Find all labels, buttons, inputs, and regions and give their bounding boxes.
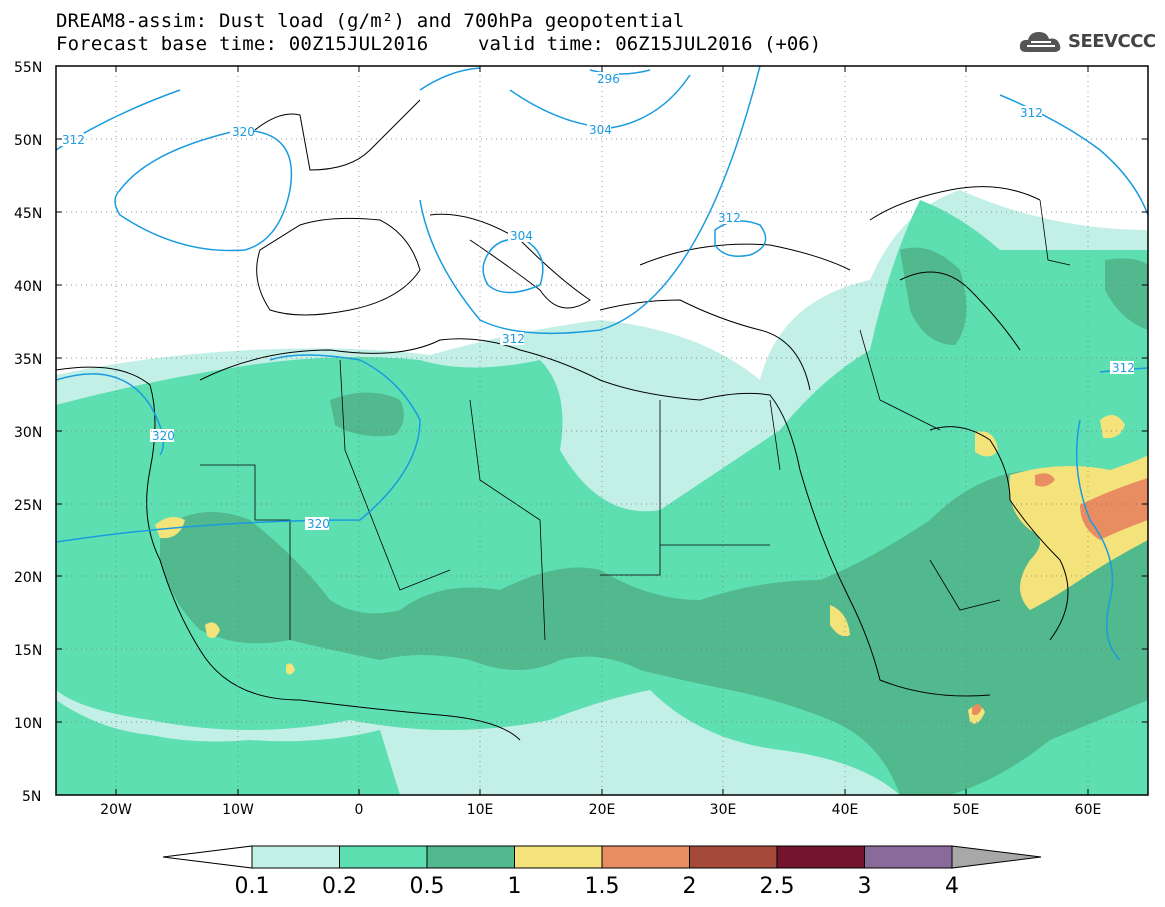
colorbar-cell (251, 845, 340, 869)
contour-label: 320 (152, 429, 175, 443)
seevccc-logo: SEEVCCC (1018, 28, 1156, 54)
contour-label: 296 (597, 72, 620, 86)
colorbar: 0.1 0.2 0.5 1 1.5 2 2.5 3 4 (162, 845, 1042, 899)
lon-label: 40E (832, 802, 859, 818)
lat-label: 40N (14, 279, 42, 295)
lat-label: 15N (14, 643, 42, 659)
contour-label: 304 (589, 123, 612, 137)
lon-label: 50E (953, 802, 980, 818)
lat-label: 45N (14, 206, 42, 222)
valid-time: valid time: 06Z15JUL2016 (+06) (478, 33, 822, 55)
colorbar-tick-label: 1 (508, 874, 522, 899)
lon-label: 20E (589, 802, 616, 818)
contour-label: 312 (1020, 106, 1043, 120)
colorbar-cell (514, 845, 603, 869)
colorbar-tick-label: 4 (945, 874, 959, 899)
contour-label: 304 (510, 229, 533, 243)
colorbar-upper-arrow (951, 845, 1042, 869)
forecast-base-time: Forecast base time: 00Z15JUL2016 (56, 33, 429, 55)
colorbar-cell (339, 845, 428, 869)
lat-label: 5N (22, 789, 41, 805)
latitude-labels: 55N 50N 45N 40N 35N 30N 25N 20N 15N 10N … (14, 60, 42, 805)
colorbar-tick-label: 3 (858, 874, 872, 899)
lon-label: 0 (355, 802, 364, 818)
lat-label: 25N (14, 498, 42, 514)
map-title: DREAM8-assim: Dust load (g/m²) and 700hP… (56, 10, 685, 32)
lat-label: 20N (14, 570, 42, 586)
contour-label: 320 (232, 125, 255, 139)
dust-layer-1-5 (972, 473, 1148, 716)
colorbar-lower-arrow (162, 845, 253, 869)
colorbar-tick-label: 2 (683, 874, 697, 899)
colorbar-cell (601, 845, 690, 869)
lat-label: 35N (14, 352, 42, 368)
longitude-labels: 20W 10W 0 10E 20E 30E 40E 50E 60E (100, 802, 1101, 818)
contour-label: 312 (502, 332, 525, 346)
lat-label: 55N (14, 60, 42, 76)
lon-label: 20W (100, 802, 132, 818)
colorbar-cell (776, 845, 865, 869)
contour-label: 312 (718, 211, 741, 225)
colorbar-tick-label: 2.5 (760, 874, 795, 899)
colorbar-tick-label: 1.5 (585, 874, 620, 899)
logo-text: SEEVCCC (1068, 30, 1156, 52)
colorbar-tick-label: 0.5 (410, 874, 445, 899)
lat-label: 50N (14, 133, 42, 149)
borders (200, 199, 1071, 641)
colorbar-tick-label: 0.2 (322, 874, 357, 899)
dust-layer-0-5 (160, 247, 1148, 795)
lat-label: 10N (14, 716, 42, 732)
contour-label: 312 (1112, 361, 1135, 375)
lat-label: 30N (14, 425, 42, 441)
cloud-icon (1019, 32, 1061, 52)
contour-labels: 312 320 296 304 304 312 312 320 312 320 … (60, 72, 1135, 531)
colorbar-cell (864, 845, 953, 869)
lon-label: 10W (222, 802, 254, 818)
graticule (56, 66, 1148, 795)
lon-label: 60E (1075, 802, 1102, 818)
axis-ticks (56, 65, 1148, 796)
coastlines (56, 99, 1069, 741)
contour-label: 320 (307, 517, 330, 531)
colorbar-tick-label: 0.1 (235, 874, 270, 899)
colorbar-cell (689, 845, 778, 869)
colorbar-cell (426, 845, 515, 869)
contour-label: 312 (62, 133, 85, 147)
map-area (56, 66, 1148, 795)
lon-label: 30E (710, 802, 737, 818)
lon-label: 10E (467, 802, 494, 818)
